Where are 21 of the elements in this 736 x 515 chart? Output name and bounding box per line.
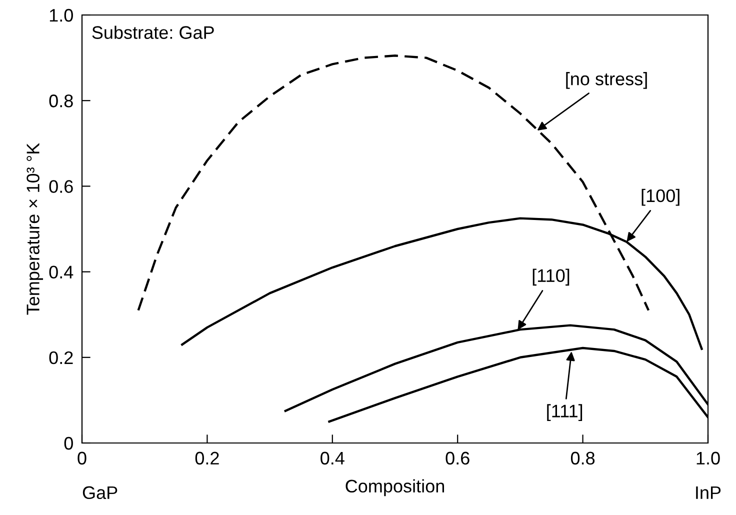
x-tick-label: 1.0 (696, 452, 720, 465)
y-tick-label: 0 (64, 436, 73, 450)
y-tick-label: 1.0 (50, 8, 73, 22)
y-tick-label: 0.4 (49, 266, 74, 279)
x-axis-title: Composition (346, 479, 444, 496)
annotation: [110] (532, 268, 570, 286)
text: GaP (82, 486, 118, 500)
y-tick-label: 0.2 (49, 351, 73, 364)
y-tick-label: 0.6 (49, 180, 73, 193)
annotation: [111] (547, 404, 582, 422)
text: InP (696, 486, 721, 499)
y-axis-title: Temperature × 10³ °K (26, 143, 44, 315)
x-tick-label: 0 (78, 452, 86, 465)
annotation: [no stress] (566, 72, 647, 89)
annotation: [100] (642, 188, 680, 206)
x-tick-label: 0.8 (570, 452, 595, 465)
y-tick-label: 0.8 (49, 94, 73, 108)
x-tick-label: 0.4 (320, 452, 344, 465)
x-tick-label: 0.6 (446, 452, 470, 465)
annotation: Substrate: GaP (92, 26, 214, 39)
x-tick-label: 0.2 (195, 452, 219, 465)
